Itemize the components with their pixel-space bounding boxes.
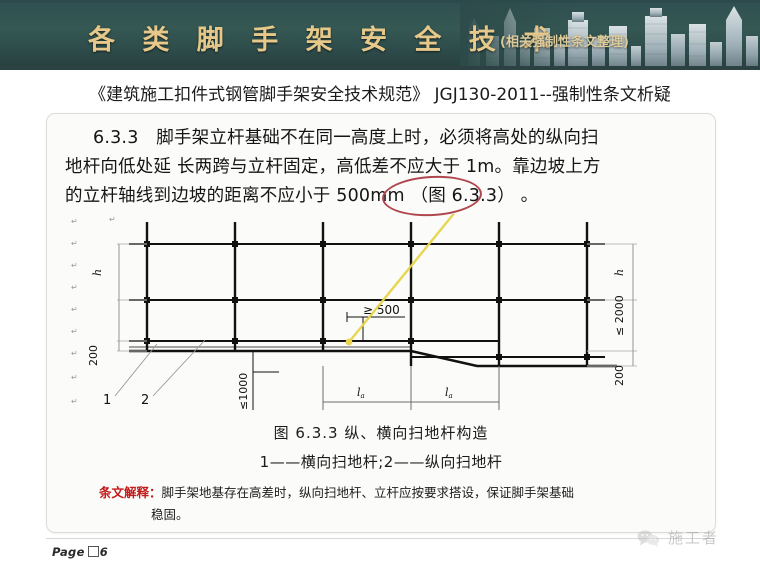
clause-line-2: 地杆向低处延 长两跨与立杆固定，高低差不应大于 1m。靠边坡上方 bbox=[65, 157, 601, 177]
clause-explanation: 条文解释：脚手架地基存在高差时，纵向扫地杆、立杆应按要求搭设，保证脚手架基础 bbox=[99, 484, 699, 502]
svg-text:≤1000: ≤1000 bbox=[237, 373, 250, 410]
banner-title: 各 类 脚 手 架 安 全 技 术 bbox=[88, 25, 560, 56]
svg-text:↵: ↵ bbox=[71, 397, 78, 406]
svg-text:200: 200 bbox=[87, 345, 100, 366]
document-title: 《建筑施工扣件式钢管脚手架安全技术规范》 JGJ130-2011--强制性条文析… bbox=[89, 85, 671, 105]
svg-text:↵: ↵ bbox=[71, 349, 78, 358]
skyline-illustration bbox=[460, 0, 760, 70]
page-label-text: Page bbox=[52, 545, 85, 559]
explanation-label: 条文解释： bbox=[99, 485, 162, 500]
svg-text:↵: ↵ bbox=[71, 239, 78, 248]
page-number-box bbox=[87, 546, 99, 557]
figure-caption-legend: 1——横向扫地杆;2——纵向扫地杆 bbox=[259, 453, 503, 471]
svg-text:↵: ↵ bbox=[71, 283, 78, 292]
svg-text:200: 200 bbox=[613, 365, 626, 386]
banner-subtitle: (相关强制性条文整理) bbox=[500, 35, 629, 50]
explanation-text-line2: 稳固。 bbox=[151, 507, 189, 522]
svg-text:≥ 500: ≥ 500 bbox=[363, 303, 400, 317]
svg-text:la: la bbox=[357, 386, 365, 400]
svg-text:↵: ↵ bbox=[109, 215, 116, 224]
content-card: 6.3.3 脚手架立杆基础不在同一高度上时，必须将高处的纵向扫 地杆向低处延 长… bbox=[46, 113, 716, 533]
watermark-text: 施工者 bbox=[668, 529, 720, 547]
watermark: 施工者 bbox=[636, 527, 719, 548]
svg-text:h: h bbox=[613, 269, 626, 276]
explanation-text: 脚手架地基存在高差时，纵向扫地杆、立杆应按要求搭设，保证脚手架基础 bbox=[161, 485, 575, 500]
highlight-ellipse-500mm bbox=[381, 173, 483, 219]
scaffold-diagram: ↵ ↵ ↵ ↵ ↵ ↵ ↵ ↵ ↵ ↵ bbox=[57, 214, 705, 414]
clause-line-1: 6.3.3 脚手架立杆基础不在同一高度上时，必须将高处的纵向扫 bbox=[93, 128, 599, 148]
wechat-icon bbox=[637, 530, 660, 547]
svg-text:↵: ↵ bbox=[71, 305, 78, 314]
header-banner: 各 类 脚 手 架 安 全 技 术 (相关强制性条文整理) bbox=[0, 0, 760, 70]
svg-text:la: la bbox=[445, 386, 453, 400]
svg-text:2: 2 bbox=[141, 393, 149, 408]
svg-text:↵: ↵ bbox=[71, 373, 78, 382]
banner-bottom-edge bbox=[0, 66, 760, 70]
clause-line-3: 的立杆轴线到边坡的距离不应小于 500mm （图 6.3.3） 。 bbox=[65, 186, 539, 206]
figure-caption-title: 图 6.3.3 纵、横向扫地杆构造 bbox=[273, 424, 489, 442]
svg-text:↵: ↵ bbox=[71, 261, 78, 270]
svg-text:↵: ↵ bbox=[71, 217, 78, 226]
svg-text:↵: ↵ bbox=[71, 327, 78, 336]
svg-text:1: 1 bbox=[103, 393, 111, 408]
svg-text:≤ 2000: ≤ 2000 bbox=[613, 295, 626, 336]
page-indicator: Page 6 bbox=[52, 545, 108, 559]
footer-divider bbox=[46, 538, 714, 539]
svg-text:h: h bbox=[91, 269, 104, 276]
page-number: 6 bbox=[99, 545, 108, 559]
